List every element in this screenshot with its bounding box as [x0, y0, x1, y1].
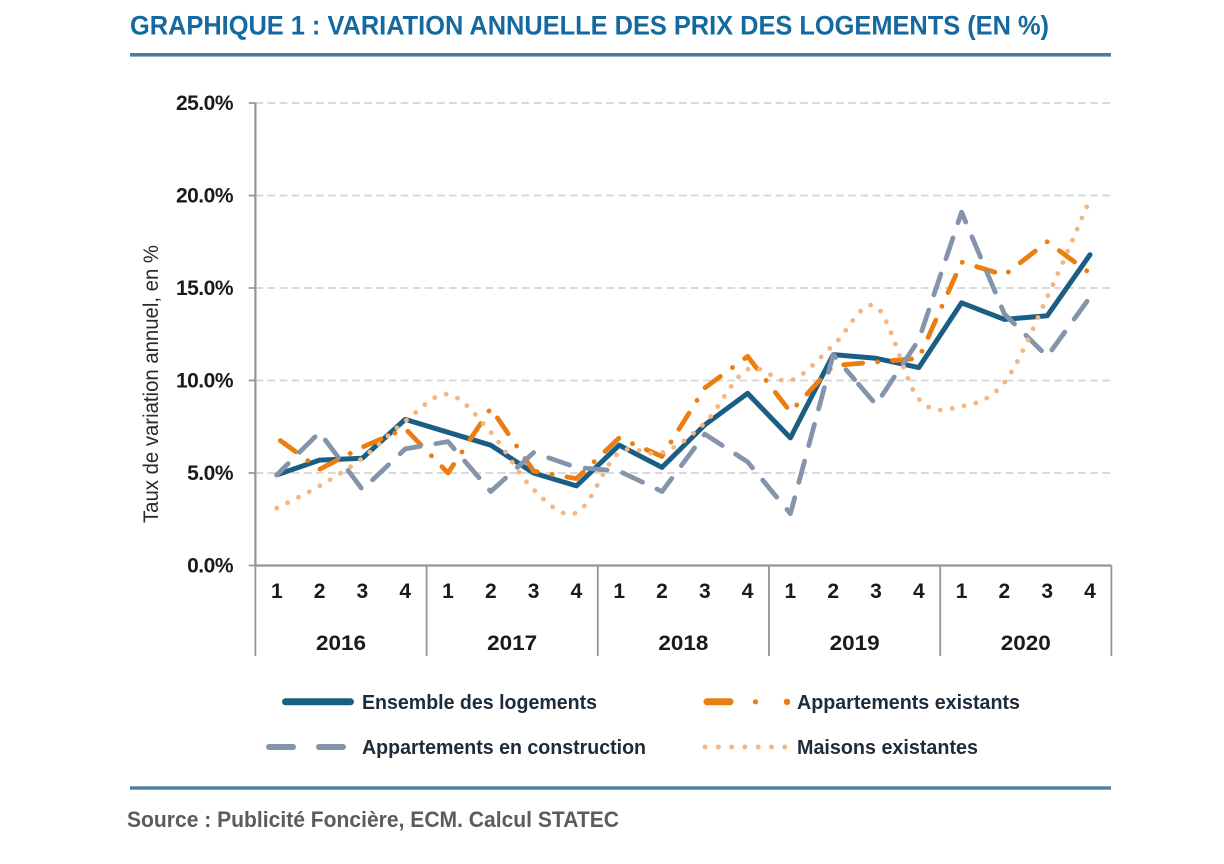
svg-text:4: 4 — [1084, 580, 1096, 603]
svg-text:2: 2 — [827, 580, 839, 603]
svg-text:20.0%: 20.0% — [176, 185, 234, 208]
svg-text:1: 1 — [956, 580, 968, 603]
svg-text:2017: 2017 — [487, 631, 537, 655]
svg-text:3: 3 — [528, 580, 540, 603]
svg-text:2: 2 — [314, 580, 326, 603]
svg-text:Appartements en construction: Appartements en construction — [362, 737, 646, 759]
svg-text:2019: 2019 — [830, 631, 880, 655]
svg-text:2: 2 — [999, 580, 1011, 603]
svg-text:2: 2 — [656, 580, 668, 603]
svg-text:2018: 2018 — [658, 631, 708, 655]
svg-text:2020: 2020 — [1001, 631, 1051, 655]
svg-text:4: 4 — [742, 580, 754, 603]
svg-text:1: 1 — [785, 580, 797, 603]
svg-text:3: 3 — [1041, 580, 1053, 603]
svg-text:3: 3 — [699, 580, 711, 603]
svg-text:Appartements existants: Appartements existants — [797, 692, 1020, 714]
svg-text:2016: 2016 — [316, 631, 366, 655]
svg-text:15.0%: 15.0% — [176, 277, 234, 300]
svg-text:2: 2 — [485, 580, 497, 603]
svg-text:Taux de variation annuel, en %: Taux de variation annuel, en % — [140, 245, 163, 523]
svg-text:3: 3 — [357, 580, 369, 603]
svg-text:1: 1 — [442, 580, 454, 603]
svg-text:4: 4 — [399, 580, 411, 603]
svg-text:GRAPHIQUE 1 : VARIATION ANNUEL: GRAPHIQUE 1 : VARIATION ANNUELLE DES PRI… — [130, 11, 1049, 41]
svg-text:0.0%: 0.0% — [187, 555, 234, 578]
svg-text:Source : Publicité Foncière, E: Source : Publicité Foncière, ECM. Calcul… — [127, 807, 619, 832]
svg-text:1: 1 — [613, 580, 625, 603]
svg-text:Ensemble des logements: Ensemble des logements — [362, 692, 597, 714]
svg-text:25.0%: 25.0% — [176, 92, 234, 115]
svg-text:10.0%: 10.0% — [176, 370, 234, 393]
svg-text:5.0%: 5.0% — [187, 462, 234, 485]
svg-text:1: 1 — [271, 580, 283, 603]
svg-text:4: 4 — [913, 580, 925, 603]
svg-text:4: 4 — [571, 580, 583, 603]
svg-text:Maisons existantes: Maisons existantes — [797, 737, 978, 759]
svg-text:3: 3 — [870, 580, 882, 603]
